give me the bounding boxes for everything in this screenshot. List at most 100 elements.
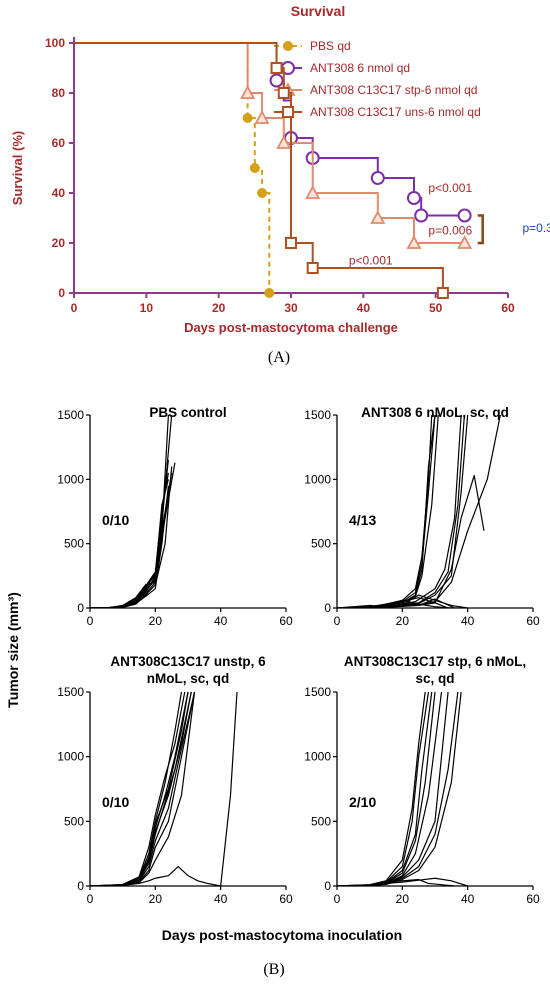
survival-data-point bbox=[285, 237, 297, 249]
tumor-x-tick-label: 20 bbox=[396, 892, 410, 906]
tumor-x-tick-label: 60 bbox=[526, 892, 540, 906]
survival-data-point bbox=[370, 171, 385, 185]
survival-data-point bbox=[436, 287, 449, 299]
survival-y-tick-label: 60 bbox=[52, 136, 66, 150]
panel-a-label: (A) bbox=[268, 349, 290, 366]
tumor-mouse-line bbox=[90, 492, 169, 608]
survival-x-tick-label: 60 bbox=[501, 301, 515, 315]
tumor-x-tick-label: 40 bbox=[214, 892, 228, 906]
survival-data-point bbox=[242, 113, 253, 123]
survival-data-point bbox=[254, 110, 270, 124]
tumor-y-tick-label: 1000 bbox=[57, 472, 84, 486]
cure-ratio-label: 4/13 bbox=[349, 512, 376, 528]
tumor-panel-title-line: sc, qd bbox=[415, 671, 454, 686]
tumor-panel-title-line: ANT308C13C17 stp, 6 nMoL, bbox=[344, 654, 526, 669]
tumor-series-group bbox=[337, 691, 468, 886]
tumor-y-tick-label: 1500 bbox=[57, 685, 84, 699]
p-value-annotation: p=0.389 bbox=[522, 221, 550, 235]
tumor-mouse-line bbox=[90, 485, 169, 608]
tumor-y-tick-label: 0 bbox=[77, 879, 84, 893]
tumor-mouse-line bbox=[90, 462, 176, 608]
tumor-mouse-line bbox=[90, 691, 189, 886]
tumor-y-tick-label: 0 bbox=[77, 601, 84, 615]
tumor-mouse-line bbox=[337, 691, 443, 886]
survival-y-tick-label: 40 bbox=[52, 186, 66, 200]
tumor-x-tick-label: 20 bbox=[149, 614, 163, 628]
survival-data-point bbox=[269, 73, 284, 88]
survival-data-point bbox=[370, 210, 386, 224]
tumor-x-tick-label: 60 bbox=[279, 892, 293, 906]
tumor-mouse-line bbox=[337, 691, 462, 886]
cure-ratio-label: 2/10 bbox=[349, 794, 376, 810]
tumor-mouse-line bbox=[337, 877, 468, 886]
tumor-panel-title-line: ANT308C13C17 unstp, 6 bbox=[110, 654, 266, 669]
survival-y-tick-label: 20 bbox=[52, 236, 66, 250]
tumor-mouse-line bbox=[90, 472, 169, 608]
tumor-mouse-line bbox=[90, 691, 192, 886]
p-value-annotation: p<0.001 bbox=[428, 181, 472, 195]
tumor-mouse-line bbox=[337, 598, 455, 608]
survival-x-axis-label: Days post-mastocytoma challenge bbox=[184, 320, 398, 335]
tumor-ylabel: Tumor size (mm³) bbox=[5, 592, 21, 708]
tumor-y-tick-label: 500 bbox=[64, 537, 84, 551]
tumor-x-tick-label: 60 bbox=[526, 614, 540, 628]
tumor-mouse-line bbox=[337, 691, 433, 886]
cure-ratio-label: 0/10 bbox=[102, 512, 129, 528]
survival-data-point bbox=[276, 135, 292, 149]
p-value-annotation: p=0.006 bbox=[428, 224, 472, 238]
tumor-y-tick-label: 1500 bbox=[304, 408, 331, 422]
tumor-series-group bbox=[337, 414, 501, 608]
legend-marker bbox=[283, 41, 293, 51]
tumor-mouse-line bbox=[337, 691, 430, 886]
survival-data-point bbox=[406, 235, 422, 249]
tumor-series-group bbox=[90, 414, 176, 608]
survival-data-point bbox=[406, 191, 421, 205]
tumor-mouse-line bbox=[90, 691, 238, 886]
tumor-x-tick-label: 0 bbox=[334, 892, 341, 906]
tumor-x-tick-label: 40 bbox=[461, 614, 475, 628]
survival-y-tick-label: 80 bbox=[52, 86, 66, 100]
tumor-panel-title: PBS control bbox=[149, 405, 226, 420]
survival-data-point bbox=[249, 163, 260, 173]
survival-chart: 0 10 20 30 40 50 60 0 20 40 60 80 100 Days post-masto… bbox=[10, 36, 550, 335]
survival-y-axis-label: Survival (%) bbox=[10, 131, 25, 205]
cure-ratio-label: 0/10 bbox=[102, 794, 129, 810]
tumor-mouse-line bbox=[90, 459, 169, 608]
survival-data-point bbox=[270, 62, 283, 74]
tumor-x-tick-label: 40 bbox=[214, 614, 228, 628]
survival-x-tick-label: 50 bbox=[429, 301, 443, 315]
tumor-x-tick-label: 0 bbox=[334, 614, 341, 628]
tumor-mouse-line bbox=[90, 691, 189, 886]
survival-data-point bbox=[305, 185, 321, 199]
tumor-y-tick-label: 1500 bbox=[57, 408, 84, 422]
survival-x-tick-label: 20 bbox=[212, 301, 226, 315]
tumor-x-tick-label: 0 bbox=[87, 892, 94, 906]
tumor-mouse-line bbox=[90, 691, 196, 886]
comparison-bracket bbox=[477, 214, 484, 245]
legend-marker bbox=[282, 106, 294, 118]
tumor-y-tick-label: 0 bbox=[324, 601, 331, 615]
legend-label: ANT308 6 nmol qd bbox=[310, 61, 410, 75]
tumor-x-tick-label: 20 bbox=[149, 892, 163, 906]
survival-data-point bbox=[277, 87, 290, 99]
tumor-mouse-line bbox=[337, 878, 455, 886]
survival-data-point bbox=[240, 85, 256, 99]
survival-x-tick-label: 0 bbox=[71, 301, 78, 315]
tumor-y-tick-label: 0 bbox=[324, 879, 331, 893]
tumor-xlabel: Days post-mastocytoma inoculation bbox=[162, 927, 402, 943]
tumor-panel-title: ANT308C13C17 stp, 6 nMoL, sc, qd bbox=[344, 654, 526, 686]
survival-data-point bbox=[306, 262, 319, 274]
tumor-y-tick-label: 1500 bbox=[304, 685, 331, 699]
panel-b-label: (B) bbox=[263, 961, 284, 978]
survival-title: Survival bbox=[291, 3, 345, 19]
tumor-mouse-line bbox=[337, 691, 459, 886]
tumor-series-group bbox=[90, 691, 238, 886]
tumor-x-tick-label: 0 bbox=[87, 614, 94, 628]
tumor-panel-title: ANT308 6 nMoL, sc, qd bbox=[361, 405, 509, 420]
tumor-panel-title-line: nMoL, sc, qd bbox=[147, 671, 230, 686]
tumor-y-tick-label: 500 bbox=[64, 814, 84, 828]
tumor-panel-title: ANT308C13C17 unstp, 6 nMoL, sc, qd bbox=[110, 654, 266, 686]
tumor-growth-charts: PBS control 0 20 40 60 0 500 1000 1500 0/10 ANT308… bbox=[57, 405, 540, 906]
survival-x-tick-label: 30 bbox=[284, 301, 298, 315]
